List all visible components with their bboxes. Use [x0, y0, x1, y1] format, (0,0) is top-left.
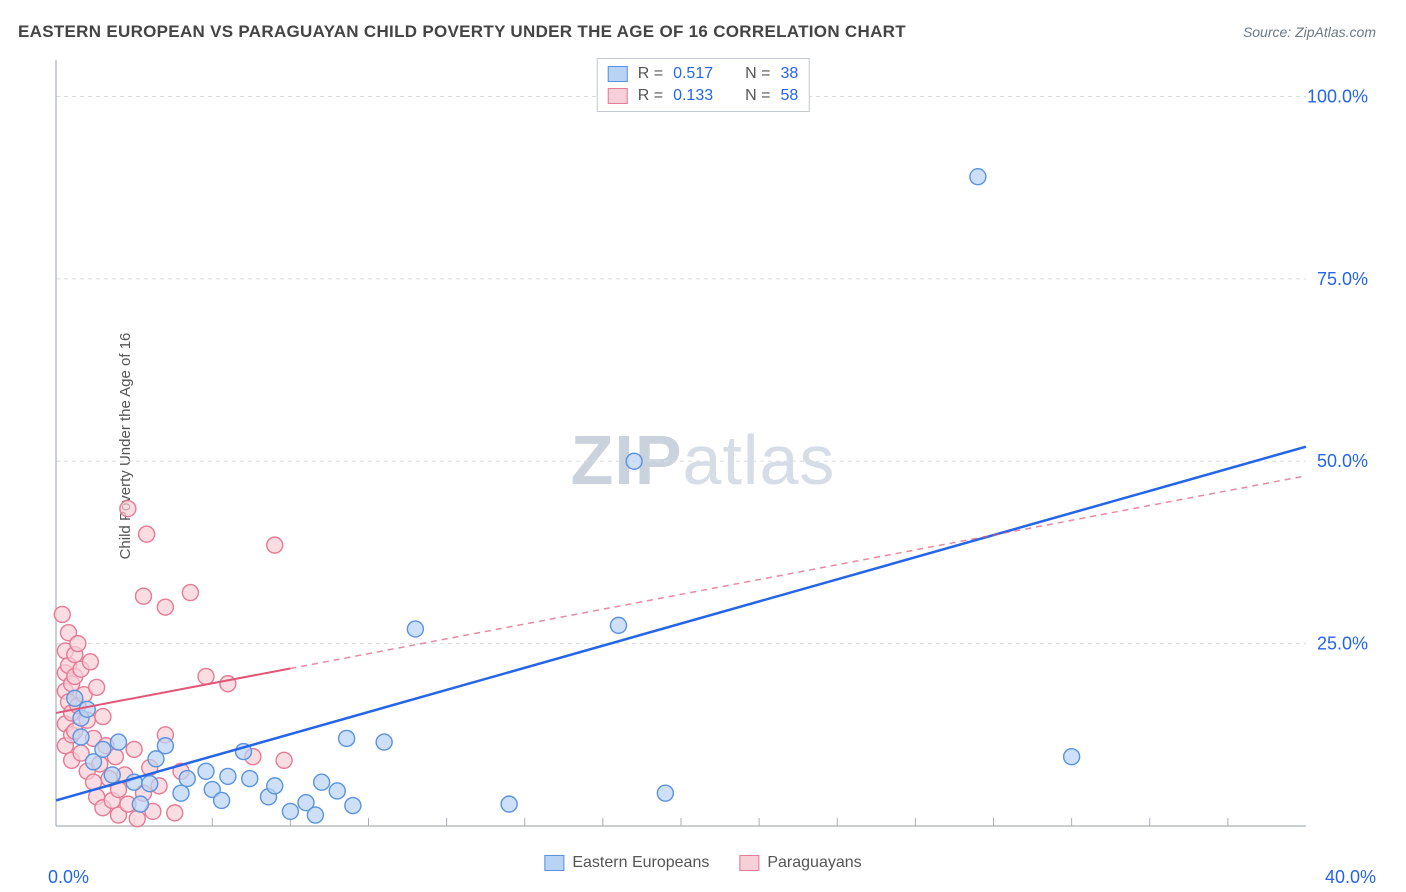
- r-label-0: R =: [638, 65, 663, 83]
- legend-swatch-0: [608, 66, 628, 82]
- legend-row-series-1: R = 0.133 N = 58: [608, 85, 799, 107]
- legend-item-0: Eastern Europeans: [544, 854, 709, 872]
- svg-text:100.0%: 100.0%: [1307, 86, 1368, 106]
- svg-text:50.0%: 50.0%: [1317, 451, 1368, 471]
- chart-svg: 25.0% 50.0% 75.0% 100.0%: [50, 56, 1376, 832]
- chart-title: EASTERN EUROPEAN VS PARAGUAYAN CHILD POV…: [18, 22, 906, 42]
- chart-plot-area: 25.0% 50.0% 75.0% 100.0%: [50, 56, 1376, 832]
- legend-bottom-swatch-0: [544, 855, 564, 871]
- legend-series: Eastern Europeans Paraguayans: [544, 854, 861, 872]
- x-axis-end-label: 40.0%: [1325, 867, 1376, 888]
- x-axis-origin-label: 0.0%: [48, 867, 89, 888]
- svg-text:75.0%: 75.0%: [1317, 269, 1368, 289]
- r-label-1: R =: [638, 87, 663, 105]
- legend-bottom-label-0: Eastern Europeans: [572, 854, 709, 872]
- n-label-0: N =: [745, 65, 770, 83]
- source-label: Source: ZipAtlas.com: [1243, 24, 1376, 40]
- r-value-1: 0.133: [673, 87, 713, 105]
- legend-swatch-1: [608, 88, 628, 104]
- r-value-0: 0.517: [673, 65, 713, 83]
- legend-bottom-label-1: Paraguayans: [767, 854, 861, 872]
- svg-text:25.0%: 25.0%: [1317, 634, 1368, 654]
- legend-item-1: Paraguayans: [739, 854, 861, 872]
- n-label-1: N =: [745, 87, 770, 105]
- n-value-0: 38: [780, 65, 798, 83]
- legend-correlation: R = 0.517 N = 38 R = 0.133 N = 58: [597, 58, 810, 112]
- legend-bottom-swatch-1: [739, 855, 759, 871]
- legend-row-series-0: R = 0.517 N = 38: [608, 63, 799, 85]
- n-value-1: 58: [780, 87, 798, 105]
